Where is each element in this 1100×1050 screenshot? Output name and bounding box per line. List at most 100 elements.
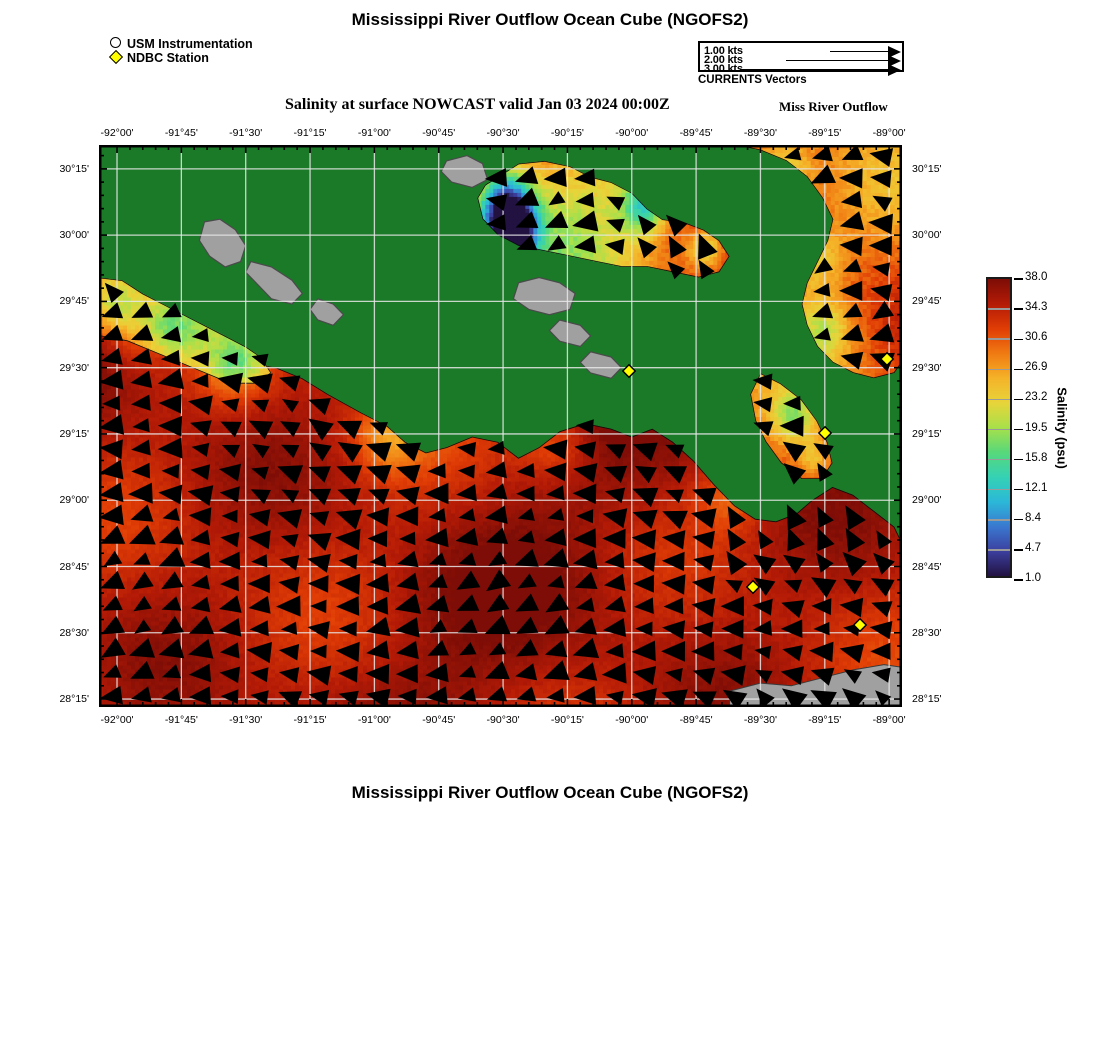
lat-axis-label: 28°45' [912,561,942,573]
lat-axis-label: 29°45' [912,295,942,307]
lon-axis-label: -91°45' [165,714,198,726]
lat-axis-label: 28°15' [912,693,942,705]
lat-axis-label: 28°30' [59,627,89,639]
colorbar-segment-line [988,519,1010,521]
colorbar-segment-line [988,368,1010,371]
ndbc-station-marker[interactable] [879,351,895,367]
lon-axis-label: -90°00' [615,714,648,726]
lon-axis-label: -89°00' [873,714,906,726]
lat-axis-label: 29°45' [59,295,89,307]
lake-polygon [198,218,247,268]
yellow-diamond-marker-icon [108,49,126,65]
lat-axis-label: 30°00' [59,229,89,241]
page-title: Mississippi River Outflow Ocean Cube (NG… [0,10,1100,30]
lon-axis-label: -89°15' [808,714,841,726]
lon-axis-label: -91°15' [294,714,327,726]
lon-axis-label: -91°00' [358,714,391,726]
vector-label-2kt: 2.00 kts [704,55,743,66]
colorbar-tick-label: 19.5 [1025,422,1047,434]
lon-axis-label: -90°45' [422,127,455,139]
colorbar-segment-line [988,398,1010,401]
colorbar-tick-label: 12.1 [1025,482,1047,494]
colorbar: 38.0 34.3 30.6 26.9 23.2 19.5 15.8 12.1 8.4 4.7 1.… [986,271,1047,584]
page-title-bottom: Mississippi River Outflow Ocean Cube (NG… [0,783,1100,803]
marker-legend: USM Instrumentation NDBC Station [108,37,253,65]
colorbar-segment-line [988,458,1010,461]
lat-axis-label: 29°00' [912,494,942,506]
lat-axis-label: 29°15' [59,428,89,440]
legend-item-ndbc: NDBC Station [108,49,253,65]
colorbar-tick [1014,428,1023,431]
lat-axis-label: 29°00' [59,494,89,506]
lon-axis-label: -90°45' [422,714,455,726]
lon-axis-label: -91°00' [358,127,391,139]
vector-label-1kt: 1.00 kts [704,46,743,57]
lake-polygon [512,276,576,316]
lon-axis-label: -90°00' [615,127,648,139]
chart-subtitle: Salinity at surface NOWCAST valid Jan 03… [285,96,670,114]
ndbc-station-marker[interactable] [817,425,833,441]
colorbar-segment-line [988,488,1010,491]
colorbar-tick [1014,398,1023,401]
lon-axis-label: -91°30' [229,714,262,726]
colorbar-tick [1014,579,1023,581]
colorbar-tick [1014,489,1023,491]
colorbar-gradient [986,277,1023,581]
vector-label-3kt: 3.00 kts [704,64,743,75]
lat-axis-label: 29°30' [59,362,89,374]
ndbc-station-marker[interactable] [852,617,868,633]
lake-polygon [440,154,489,189]
colorbar-tick-label: 26.9 [1025,361,1047,373]
lon-axis-label: -89°00' [873,127,906,139]
colorbar-tick [1014,549,1023,551]
lon-axis-label: -89°30' [744,714,777,726]
colorbar-tick-label: 38.0 [1025,271,1047,283]
lon-axis-label: -89°45' [680,127,713,139]
colorbar-tick [1014,519,1023,521]
legend-label-usm: USM Instrumentation [127,37,253,51]
vector-shaft-3kt [740,68,888,71]
lon-axis-label: -90°15' [551,127,584,139]
colorbar-tick-label: 8.4 [1025,512,1041,524]
colorbar-tick-label: 1.0 [1025,572,1041,584]
colorbar-segment-line [988,308,1010,310]
lake-polygon [548,319,592,348]
legend-label-ndbc: NDBC Station [127,51,209,65]
white-circle-marker-icon [108,37,126,51]
lat-axis-label: 29°15' [912,428,942,440]
colorbar-segment-line [988,549,1010,551]
lat-axis-label: 28°30' [912,627,942,639]
lon-axis-label: -89°15' [808,127,841,139]
lon-axis-label: -90°30' [487,127,520,139]
vector-shaft-1kt [830,50,888,53]
lon-axis-label: -91°15' [294,127,327,139]
map-canvas[interactable] [99,145,902,707]
vector-row-3kt: 3.00 kts [700,63,902,76]
lon-axis-label: -92°00' [100,127,133,139]
colorbar-tick-label: 30.6 [1025,331,1047,343]
colorbar-tick [1014,368,1023,370]
ndbc-station-marker[interactable] [621,363,637,379]
lon-axis-label: -89°30' [744,127,777,139]
map-frame [99,145,902,707]
lon-axis-label: -90°30' [487,714,520,726]
lake-polygon [244,260,304,305]
lat-axis-label: 28°15' [59,693,89,705]
currents-vector-legend: 1.00 kts 2.00 kts 3.00 kts CURRENTS Vect… [698,41,904,86]
colorbar-tick-label: 23.2 [1025,391,1047,403]
salinity-map[interactable] [99,145,902,707]
lon-axis-label: -89°45' [680,714,713,726]
colorbar-segment-line [988,428,1010,431]
lat-axis-label: 30°00' [912,229,942,241]
colorbar-tick [1014,278,1023,280]
lat-axis-label: 29°30' [912,362,942,374]
legend-item-usm: USM Instrumentation [108,37,253,51]
colorbar-tick-label: 4.7 [1025,542,1041,554]
colorbar-title: Salinity (psu) [1055,387,1070,469]
colorbar-tick [1014,458,1023,461]
ndbc-station-marker[interactable] [745,579,761,595]
vector-head-3kt [888,63,901,76]
station-markers[interactable] [621,309,902,633]
lon-axis-label: -90°15' [551,714,584,726]
current-vectors [99,145,895,707]
